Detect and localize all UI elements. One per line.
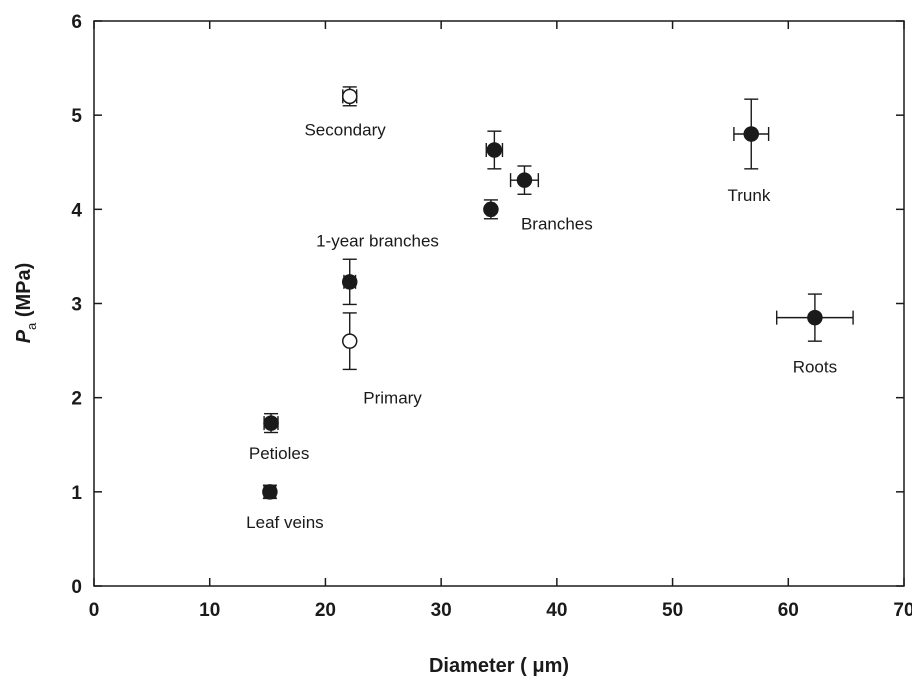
y-tick-label: 3 xyxy=(71,295,82,316)
x-tick-label: 10 xyxy=(199,600,220,621)
y-axis-unit: (MPa) xyxy=(13,263,35,323)
data-point-group xyxy=(485,130,504,170)
data-points xyxy=(262,86,854,500)
x-axis-title: Diameter ( μm) xyxy=(429,655,569,677)
point-annotations: Leaf veins Petioles Primary 1-year branches… xyxy=(246,120,837,532)
data-point-open xyxy=(341,88,358,105)
data-point-open xyxy=(341,333,358,349)
point-annotation: Branches xyxy=(521,214,593,233)
data-point-group xyxy=(262,484,278,500)
point-annotation: 1-year branches xyxy=(316,231,439,250)
y-tick-label: 1 xyxy=(71,483,82,504)
y-tick-label: 0 xyxy=(71,577,82,598)
data-point-group xyxy=(776,293,854,342)
axis-ticks xyxy=(93,20,905,587)
plot-frame xyxy=(93,20,905,587)
x-tick-label: 20 xyxy=(315,600,336,621)
data-point-filled xyxy=(516,172,533,188)
x-tick-label: 40 xyxy=(546,600,567,621)
point-annotation: Roots xyxy=(793,358,837,377)
point-annotation: Secondary xyxy=(304,120,386,139)
y-axis-title: Pa (MPa) xyxy=(13,263,39,344)
point-annotation: Petioles xyxy=(249,444,309,463)
x-tick-label: 70 xyxy=(893,600,912,621)
data-point-group xyxy=(733,98,770,170)
x-tick-label: 60 xyxy=(778,600,799,621)
data-point-group xyxy=(341,258,358,306)
y-tick-label: 6 xyxy=(71,12,82,33)
x-tick-label: 30 xyxy=(431,600,452,621)
point-annotation: Leaf veins xyxy=(246,513,324,532)
data-point-filled xyxy=(262,484,278,500)
x-tick-label: 0 xyxy=(89,600,100,621)
data-point-group xyxy=(509,165,540,195)
y-axis-symbol: P xyxy=(13,329,35,343)
tick-labels: 0 10 20 30 40 50 60 70 0 1 2 3 4 5 6 xyxy=(71,12,912,621)
data-point-filled xyxy=(483,201,499,218)
data-point-group xyxy=(263,412,279,434)
x-tick-label: 50 xyxy=(662,600,683,621)
point-annotation: Primary xyxy=(363,389,422,408)
data-point-group xyxy=(341,86,358,107)
data-point-filled xyxy=(486,142,503,158)
y-axis-subscript: a xyxy=(24,322,39,330)
data-point-filled xyxy=(341,274,358,290)
y-tick-label: 5 xyxy=(71,106,82,127)
data-point-filled xyxy=(743,126,760,142)
data-point-group xyxy=(483,199,499,220)
data-point-filled xyxy=(807,309,823,326)
y-tick-label: 2 xyxy=(71,389,82,410)
data-point-filled xyxy=(263,415,279,431)
point-annotation: Trunk xyxy=(728,186,771,205)
data-point-group xyxy=(341,312,358,371)
y-tick-label: 4 xyxy=(71,200,82,221)
